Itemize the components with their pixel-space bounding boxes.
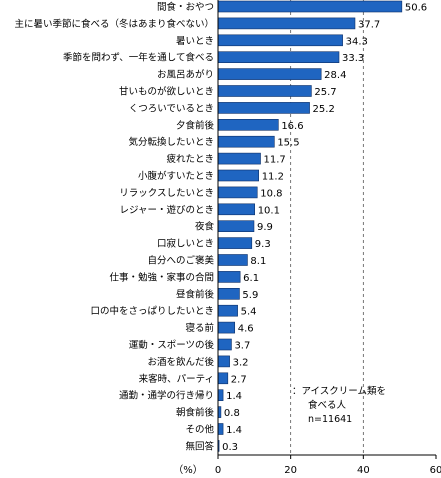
category-label: 運動・スポーツの後 (129, 339, 215, 351)
category-label: お風呂あがり (157, 69, 214, 81)
category-label: 口寂しいとき (157, 238, 214, 250)
bar (217, 17, 356, 30)
bar (217, 254, 248, 266)
value-label: 25.7 (314, 87, 336, 98)
bar (217, 355, 230, 368)
bar (217, 119, 279, 131)
bar (217, 68, 322, 80)
bar (217, 203, 255, 216)
value-label: 0.8 (224, 408, 240, 419)
value-label: 10.8 (260, 188, 282, 199)
bar (217, 135, 275, 148)
bar (217, 51, 340, 64)
category-label: レジャー・遊びのとき (119, 204, 214, 216)
bar (217, 237, 253, 249)
category-label: 朝食前後 (176, 407, 215, 419)
value-label: 9.9 (257, 222, 273, 233)
bar (217, 186, 258, 199)
category-label: 夕食前後 (176, 119, 215, 131)
category-label: 口の中をさっぱりしたいとき (90, 305, 214, 317)
category-label: リラックスしたいとき (119, 188, 214, 199)
category-label: 昼食前後 (176, 288, 215, 300)
value-label: 50.6 (405, 3, 427, 14)
bar (217, 321, 236, 334)
category-label: 小腹がすいたとき (138, 170, 214, 182)
category-label: 来客時、パーティ (139, 373, 214, 385)
value-label: 8.1 (250, 256, 266, 267)
category-label: 季節を問わず、一年を通して食べる (63, 52, 214, 64)
category-label: 暑いとき (176, 36, 214, 47)
sample-note: ：アイスクリーム類を 食べる人 n=11641 (292, 385, 402, 427)
value-label: 11.2 (262, 172, 284, 183)
value-label: 5.9 (242, 290, 258, 301)
category-label: 通勤・通学の行き帰り (119, 390, 214, 402)
category-label: 寝る前 (185, 322, 214, 334)
grid-lines (290, 0, 364, 455)
value-labels: 50.6 37.7 34.3 33.3 28.4 25.7 25.2 16.6 15.5 11.7… (222, 3, 427, 453)
category-label: 主に暑い季節に食べる（冬はあまり食べない） (14, 18, 214, 30)
value-label: 4.6 (238, 324, 254, 335)
bar (217, 287, 240, 300)
category-label: 気分転換したいとき (128, 136, 214, 148)
bar (217, 0, 403, 13)
value-label: 1.4 (226, 391, 242, 402)
value-label: 6.1 (243, 273, 259, 284)
category-label: 疲れたとき (166, 153, 214, 165)
value-label: 34.3 (346, 36, 368, 47)
bar (217, 152, 261, 165)
category-label: 無回答 (185, 440, 214, 452)
value-label: 3.2 (233, 357, 249, 368)
value-label: 5.4 (241, 307, 257, 318)
value-label: 15.5 (277, 138, 299, 149)
value-label: 25.2 (313, 104, 335, 115)
category-label: くつろいでいるとき (129, 103, 214, 114)
bar (217, 169, 259, 182)
bar (217, 102, 310, 114)
note-line-3: n=11641 (308, 414, 353, 425)
category-label: その他 (185, 424, 214, 436)
value-label: 28.4 (324, 70, 346, 81)
category-label: お酒を飲んだ後 (147, 356, 214, 368)
category-label: 甘いものが欲しいとき (119, 86, 214, 98)
value-label: 16.6 (281, 121, 303, 132)
value-label: 33.3 (342, 53, 364, 64)
note-line-1: ：アイスクリーム類を (292, 386, 386, 397)
bar (217, 34, 343, 47)
bar (217, 389, 224, 402)
bar (217, 220, 255, 232)
value-label: 3.7 (234, 341, 250, 352)
bar (217, 85, 312, 97)
value-label: 10.1 (258, 205, 280, 216)
bar (217, 423, 224, 435)
value-label: 1.4 (226, 425, 242, 436)
bar (217, 338, 232, 351)
note-line-2: 食べる人 (308, 400, 347, 411)
unit-label: （%） (173, 464, 203, 476)
value-label: 0.3 (222, 442, 238, 453)
x-tick-label: 60 (430, 465, 441, 476)
value-label: 9.3 (255, 239, 271, 250)
category-label: 自分へのご褒美 (147, 255, 214, 267)
x-tick-label: 40 (357, 465, 370, 476)
category-label: 仕事・勉強・家事の合間 (109, 271, 214, 283)
value-label: 11.7 (264, 155, 286, 166)
value-label: 37.7 (358, 19, 380, 30)
bar (217, 372, 229, 385)
bar (217, 271, 241, 283)
category-label: 夜食 (195, 221, 215, 233)
bar (217, 304, 238, 317)
axes: 0 20 40 60 （%） (173, 0, 441, 476)
category-label: 間食・おやつ (157, 1, 214, 13)
x-tick-label: 0 (215, 465, 221, 476)
value-label: 2.7 (231, 374, 247, 385)
x-tick-label: 20 (284, 465, 297, 476)
